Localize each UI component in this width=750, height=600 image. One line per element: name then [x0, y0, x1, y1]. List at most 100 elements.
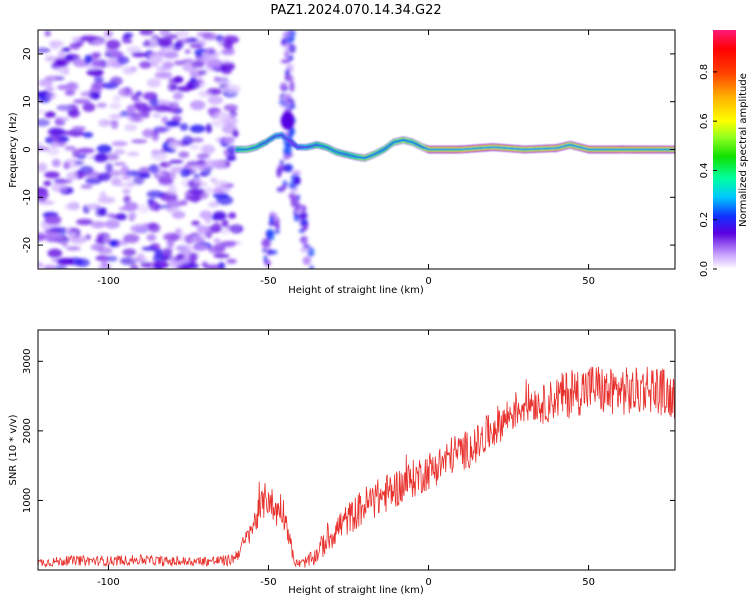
noise-blob — [110, 177, 122, 186]
trace-cell — [363, 157, 366, 159]
noise-blob — [150, 54, 164, 65]
noise-blob — [44, 171, 60, 179]
noise-blob — [182, 135, 194, 146]
noise-blob — [103, 153, 120, 161]
trace-cell — [379, 150, 382, 152]
noise-blob — [205, 231, 213, 239]
trace-cell — [667, 148, 671, 151]
trace-cell — [658, 148, 661, 151]
trace-cell — [429, 148, 432, 151]
trace-cell — [552, 147, 555, 149]
trace-cell — [365, 156, 368, 159]
trace-cell — [555, 147, 559, 149]
trace-cell — [258, 144, 261, 147]
noise-blob — [198, 90, 213, 98]
noise-blob — [176, 253, 185, 260]
noise-blob — [137, 203, 149, 214]
noise-blob — [226, 155, 237, 161]
noise-blob — [166, 207, 175, 213]
trace-cell — [613, 148, 616, 151]
noise-blob — [69, 42, 81, 50]
noise-blob — [212, 211, 227, 221]
x-tick-label: 50 — [582, 276, 595, 287]
noise-blob — [126, 112, 134, 122]
trace-cell — [659, 148, 663, 151]
noise-blob — [64, 146, 76, 151]
trace-cell — [374, 152, 378, 155]
noise-blob — [200, 144, 216, 155]
trace-cell — [277, 135, 280, 137]
trace-cell — [499, 147, 502, 149]
trace-cell — [597, 148, 600, 151]
noise-blob — [213, 253, 230, 259]
noise-blob — [88, 92, 101, 100]
trace-cell — [411, 141, 414, 143]
trace-cell — [459, 148, 462, 151]
noise-blob — [173, 91, 184, 100]
trace-cell — [398, 140, 402, 142]
trace-cell — [619, 148, 623, 151]
crossing-blob — [300, 235, 308, 245]
trace-cell — [571, 144, 575, 147]
trace-cell — [488, 146, 491, 149]
snr-x-ticks: -100 -50 0 50 — [97, 330, 595, 588]
trace-cell — [338, 152, 341, 154]
noise-blob — [93, 75, 104, 84]
trace-cell — [386, 146, 389, 148]
noise-blob — [105, 162, 113, 173]
trace-cell — [491, 146, 494, 148]
crossing-blob — [280, 59, 291, 64]
trace-cell — [307, 146, 310, 148]
noise-blob — [161, 116, 169, 124]
noise-blob — [91, 61, 104, 67]
noise-blob — [122, 39, 133, 44]
noise-blob — [157, 37, 173, 48]
crossing-blob — [288, 74, 294, 84]
noise-blob — [154, 71, 173, 79]
trace-cell — [426, 148, 429, 150]
trace-cell — [538, 148, 541, 150]
noise-blob — [121, 175, 132, 180]
noise-blob — [189, 100, 206, 111]
noise-blob — [54, 179, 73, 184]
trace-cell — [246, 148, 250, 150]
noise-blob — [46, 147, 60, 156]
trace-cell — [275, 135, 278, 137]
trace-cell — [635, 148, 639, 151]
noise-blob — [64, 54, 75, 60]
trace-cell — [334, 151, 338, 153]
noise-blob — [190, 137, 204, 143]
noise-blob — [128, 212, 137, 219]
trace-cell — [450, 148, 453, 151]
trace-cell — [395, 140, 398, 143]
trace-cell — [408, 140, 411, 143]
noise-blob — [91, 81, 107, 89]
noise-blob — [38, 118, 50, 127]
trace-cell — [387, 145, 390, 147]
trace-cell — [402, 139, 405, 141]
noise-blob — [112, 95, 122, 103]
trace-cell — [616, 148, 619, 151]
noise-blob — [188, 253, 197, 264]
trace-cell — [445, 148, 448, 151]
noise-blob — [220, 63, 233, 70]
trace-cell — [288, 140, 291, 142]
trace-cell — [237, 148, 240, 151]
noise-blob — [105, 255, 118, 262]
trace-cell — [603, 148, 607, 151]
noise-blob — [213, 180, 228, 188]
trace-cell — [259, 144, 262, 146]
trace-cell — [413, 142, 416, 144]
noise-blob — [67, 109, 80, 118]
trace-cell — [528, 148, 531, 150]
noise-blob — [66, 246, 81, 251]
trace-cell — [320, 145, 323, 147]
noise-blob — [61, 242, 69, 247]
trace-cell — [350, 155, 354, 157]
trace-cell — [602, 148, 605, 151]
trace-cell — [248, 148, 251, 150]
noise-blob — [226, 258, 237, 264]
trace-cell — [354, 156, 357, 158]
noise-blob — [213, 111, 230, 119]
trace-cell — [630, 148, 634, 151]
